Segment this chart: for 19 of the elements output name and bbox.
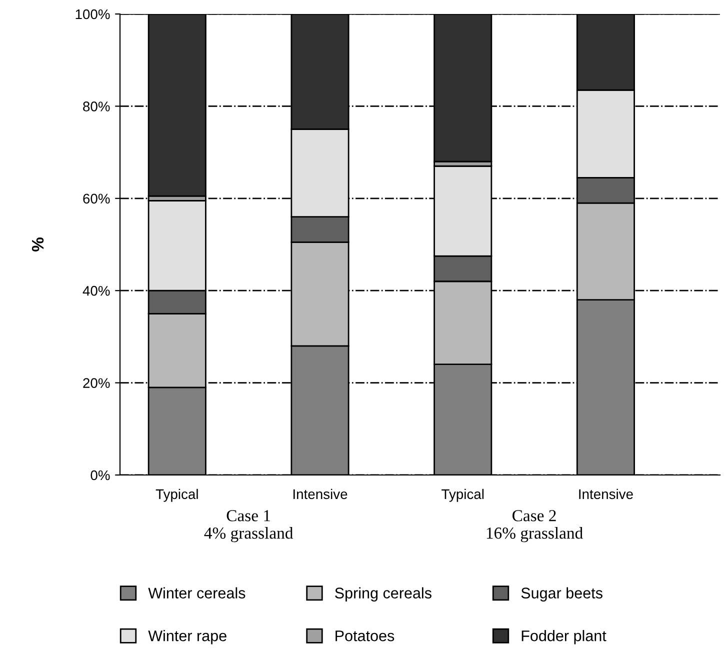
- text: Case 1 4% grassland: [204, 510, 294, 542]
- x-tick-label: Typical: [442, 488, 484, 502]
- y-tick-label: 20%: [83, 378, 110, 388]
- legend-label: Sugar beets: [521, 587, 602, 602]
- x-tick-label: Intensive: [579, 488, 633, 500]
- legend-label: Fodder plant: [522, 630, 606, 644]
- legend-label: Winter rape: [148, 630, 226, 644]
- legend-label: Winter cereals: [148, 587, 246, 598]
- y-tick-label: 100%: [76, 9, 110, 20]
- x-tick-label: Typical: [156, 488, 198, 502]
- text: Case 2 16% grassland: [486, 510, 583, 542]
- y-tick-label: 40%: [82, 286, 110, 296]
- y-axis-title: %: [32, 238, 44, 252]
- y-tick-label: 60%: [83, 194, 110, 204]
- y-tick-label: 0%: [90, 470, 110, 480]
- x-tick-label: Intensive: [293, 488, 348, 500]
- legend-label: Spring cereals: [335, 587, 432, 602]
- y-tick-label: 80%: [83, 102, 110, 112]
- legend-label: Potatoes: [336, 630, 394, 642]
